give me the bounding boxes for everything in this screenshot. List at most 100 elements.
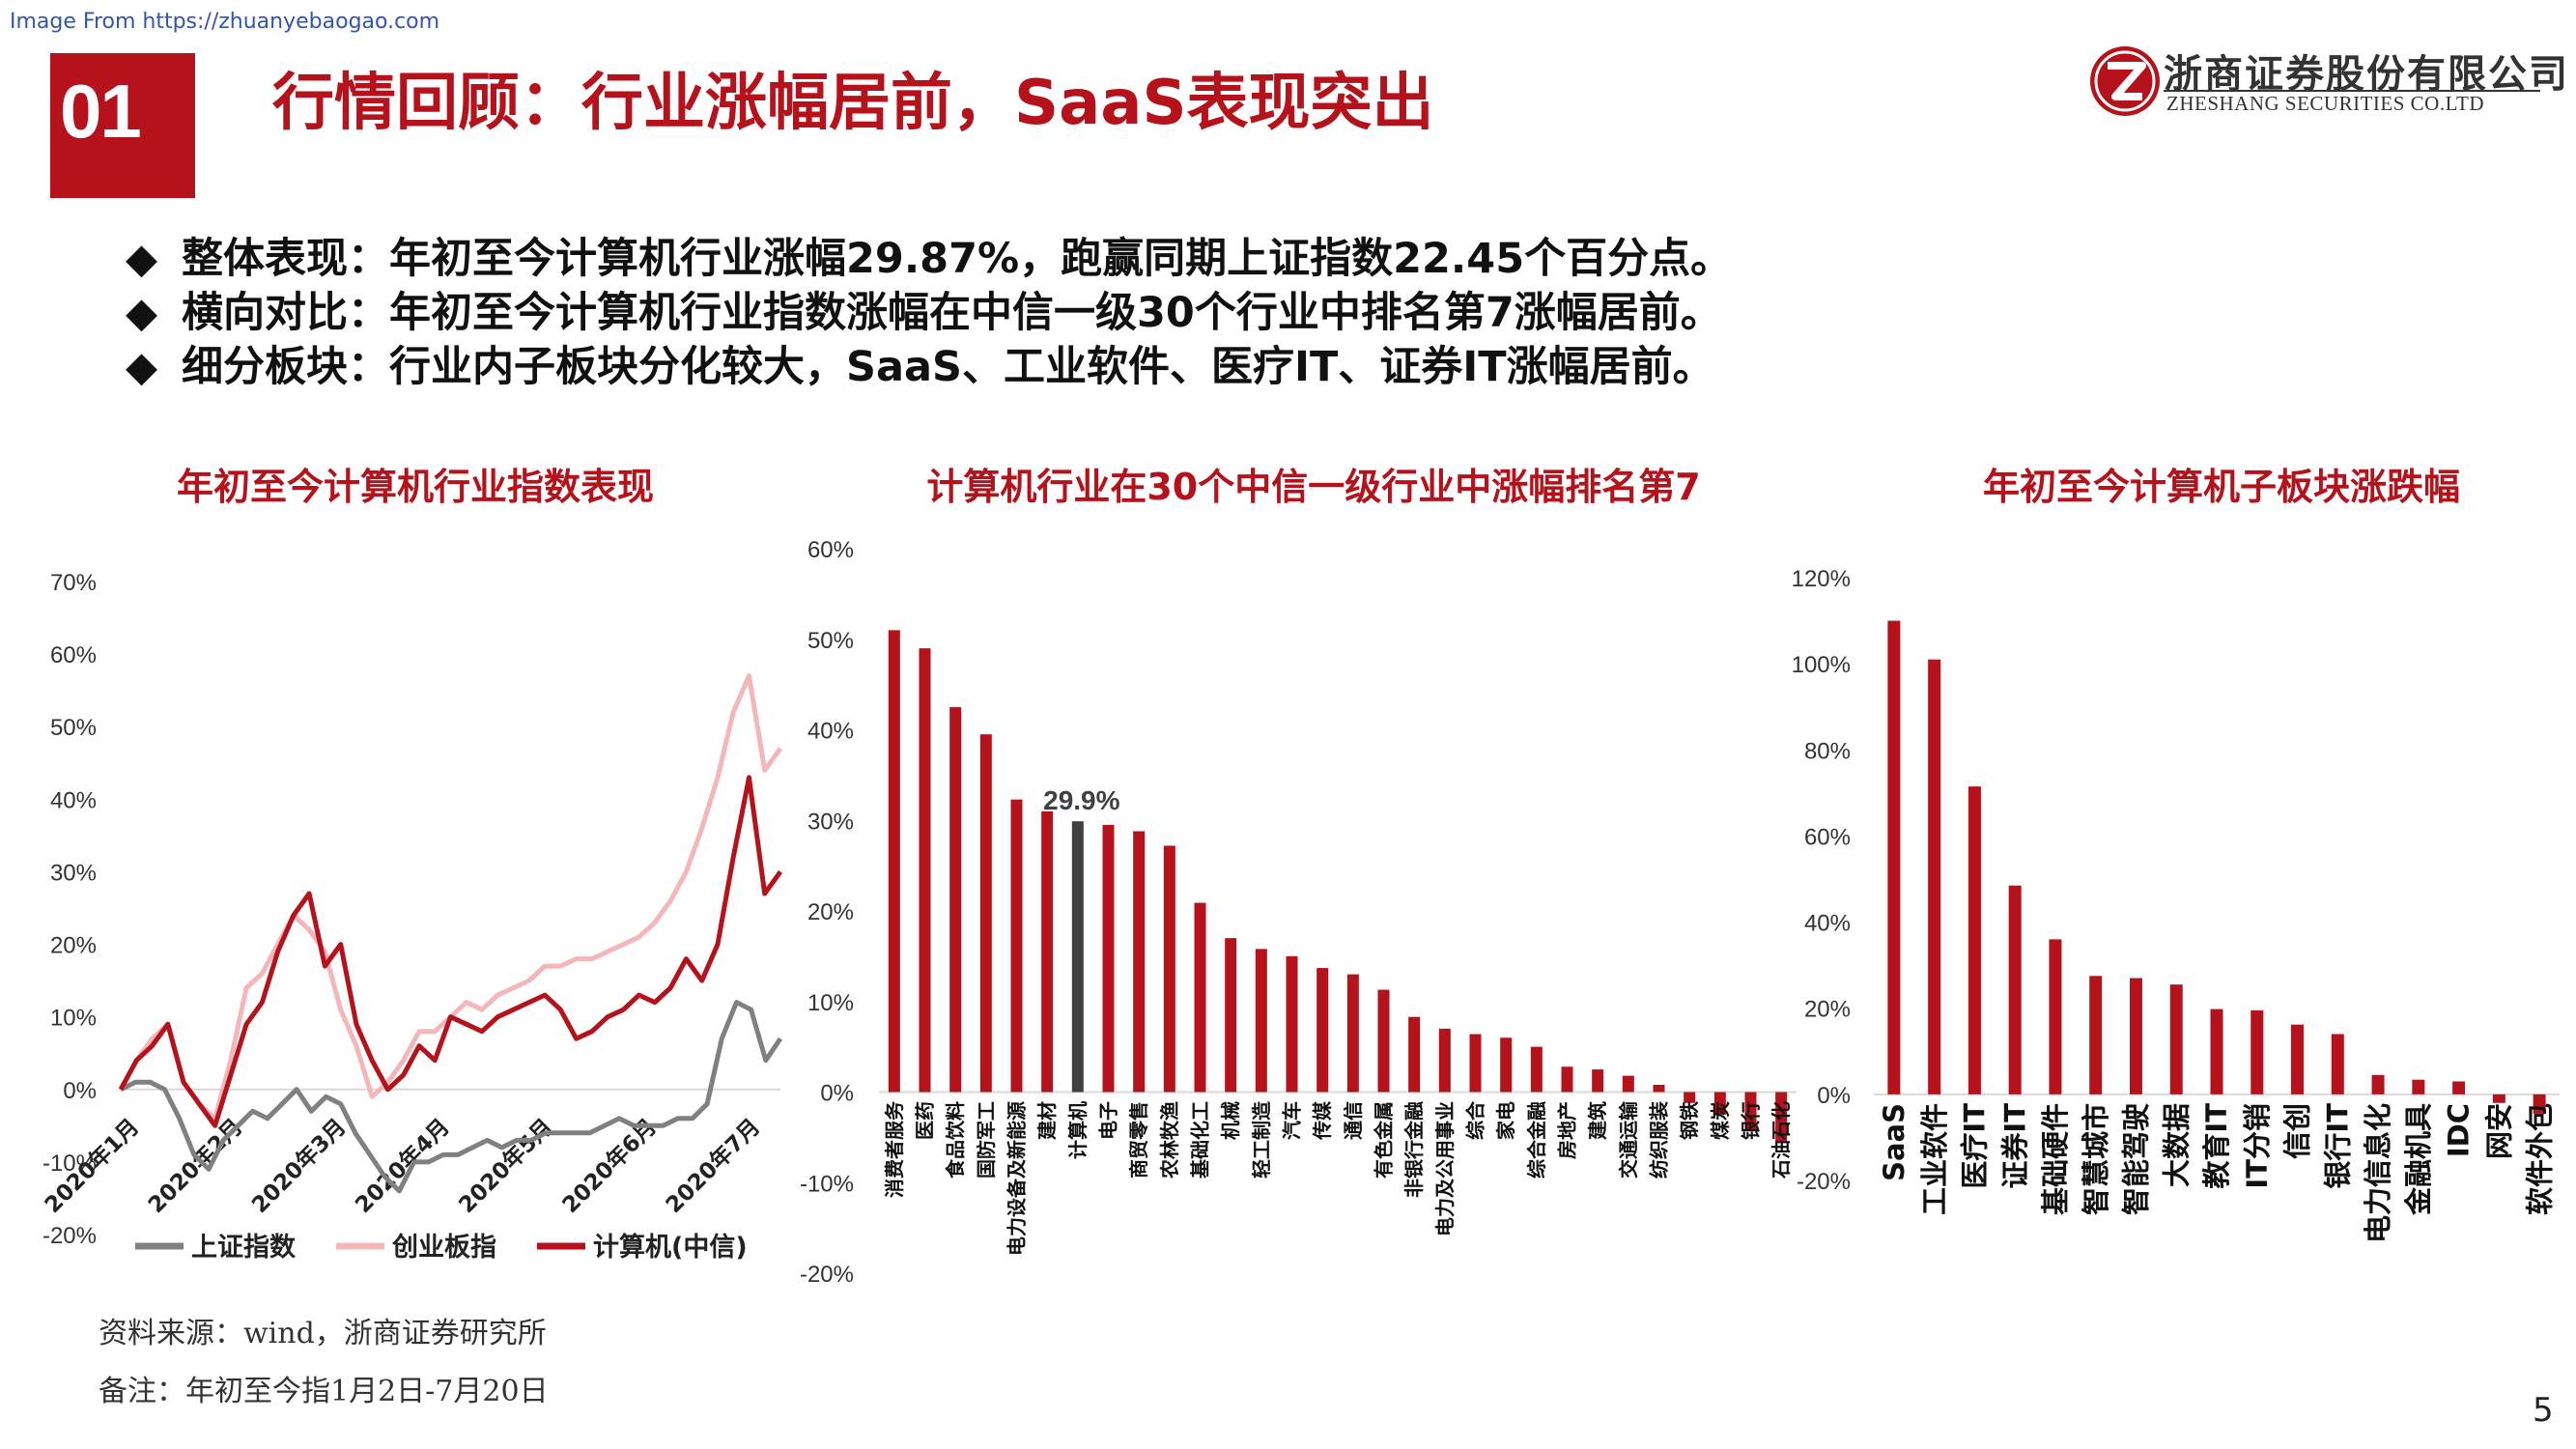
category-label: 电力设备及新能源 (1005, 1101, 1029, 1256)
y-tick-label: 40% (50, 787, 97, 813)
y-tick-label: 30% (50, 860, 97, 886)
bar-食品饮料 (949, 707, 962, 1093)
y-tick-label: 80% (1804, 738, 1851, 764)
legend-label: 计算机(中信) (593, 1232, 748, 1263)
y-tick-label: 70% (50, 570, 97, 596)
bar-电子 (1102, 824, 1115, 1093)
bar-工业软件 (1928, 659, 1941, 1094)
y-tick-label: 120% (1792, 566, 1851, 592)
bar-汽车 (1286, 955, 1298, 1093)
bar-煤炭 (1713, 1092, 1726, 1115)
series-line-2 (118, 673, 783, 1122)
y-tick-label: 60% (50, 642, 97, 668)
category-label: 银行IT (2321, 1103, 2354, 1189)
diamond-icon: ◆ (126, 235, 158, 283)
category-label: 国防军工 (975, 1101, 998, 1179)
bar-IDC (2452, 1081, 2466, 1094)
series-line-1 (119, 1000, 783, 1194)
y-tick-label: 0% (63, 1078, 97, 1104)
y-tick-label: 100% (1792, 652, 1851, 678)
category-label: 机械 (1219, 1101, 1242, 1140)
category-label: 电力信息化 (2362, 1103, 2394, 1243)
category-label: 有色金属 (1373, 1101, 1396, 1179)
bar-房地产 (1561, 1066, 1573, 1093)
category-label: 钢铁 (1678, 1101, 1701, 1140)
category-label: 消费者服务 (883, 1100, 906, 1198)
bar-计算机 (1071, 821, 1084, 1093)
bar-非银行金融 (1408, 1016, 1421, 1093)
legend-label: 上证指数 (191, 1233, 297, 1263)
bullet-text: 整体表现：年初至今计算机行业涨幅29.87%，跑赢同期上证指数22.45个百分点… (182, 235, 1733, 283)
y-tick-label: 20% (50, 933, 97, 959)
category-label: 交通运输 (1617, 1100, 1640, 1179)
y-tick-label: -20% (1797, 1169, 1851, 1195)
bullet-comparison: ◆ 横向对比：年初至今计算机行业指数涨幅在中信一级30个行业中排名第7涨幅居前。 (126, 286, 1732, 340)
category-label: 计算机 (1066, 1101, 1090, 1159)
bar-石油石化 (1775, 1092, 1788, 1143)
category-label: 软件外包 (2523, 1103, 2556, 1215)
category-label: 医药 (914, 1101, 937, 1140)
bullet-text: 细分板块：行业内子板块分化较大，SaaS、工业软件、医疗IT、证券IT涨幅居前。 (182, 343, 1714, 391)
bar-建材 (1041, 810, 1054, 1093)
source-note: 资料来源：wind，浙商证券研究所 (99, 1317, 547, 1350)
bullet-text: 横向对比：年初至今计算机行业指数涨幅在中信一级30个行业中排名第7涨幅居前。 (182, 289, 1722, 337)
source-banner[interactable]: Image From https://zhuanyebaogao.com (10, 10, 440, 34)
bar-基础硬件 (2049, 939, 2062, 1094)
y-tick-label: 0% (820, 1081, 854, 1107)
bar-医疗IT (1967, 786, 1981, 1094)
bar-综合 (1469, 1034, 1482, 1093)
diamond-icon: ◆ (126, 289, 158, 337)
bullet-segments: ◆ 细分板块：行业内子板块分化较大，SaaS、工业软件、医疗IT、证券IT涨幅居前… (126, 340, 1732, 394)
category-label: 信创 (2281, 1103, 2314, 1159)
bar-教育IT (2210, 1009, 2223, 1094)
bar-电力信息化 (2371, 1074, 2385, 1094)
remark-note: 备注：年初至今指1月2日-7月20日 (99, 1375, 549, 1408)
y-tick-label: 40% (1804, 911, 1851, 937)
category-label: 综合 (1464, 1100, 1487, 1140)
bar-纺织服装 (1653, 1085, 1665, 1093)
bar-机械 (1225, 938, 1237, 1093)
bullet-overall: ◆ 整体表现：年初至今计算机行业涨幅29.87%，跑赢同期上证指数22.45个百分… (126, 232, 1732, 286)
company-name-en: ZHESHANG SECURITIES CO.LTD (2166, 92, 2484, 115)
category-label: 银行 (1740, 1101, 1763, 1140)
bar-农林牧渔 (1163, 845, 1175, 1093)
category-label: 智能驾驶 (2120, 1103, 2153, 1215)
section-badge (50, 53, 195, 198)
page-number: 5 (2533, 1391, 2554, 1430)
y-tick-label: -10% (42, 1151, 97, 1177)
category-label: 传媒 (1311, 1100, 1334, 1141)
bar-银行 (1744, 1092, 1757, 1130)
bar-有色金属 (1377, 989, 1390, 1093)
bar-annotation: 29.9% (1043, 785, 1119, 815)
category-label: 大数据 (2160, 1103, 2193, 1187)
category-label: 纺织服装 (1648, 1101, 1671, 1179)
bar-交通运输 (1622, 1075, 1634, 1093)
bar-银行IT (2331, 1034, 2344, 1094)
y-tick-label: 10% (50, 1006, 97, 1032)
x-tick-label: 2020年5月 (454, 1114, 558, 1218)
bar-综合金融 (1530, 1046, 1543, 1093)
diamond-icon: ◆ (126, 343, 158, 391)
category-label: 网安 (2483, 1103, 2516, 1159)
category-label: 家电 (1494, 1101, 1517, 1140)
category-label: 医疗IT (1959, 1103, 1992, 1189)
y-tick-label: 20% (807, 899, 854, 925)
bar-家电 (1500, 1037, 1513, 1093)
series-line-3 (118, 775, 783, 1128)
y-tick-label: 30% (807, 809, 854, 835)
bar-国防军工 (979, 734, 992, 1093)
bar-轻工制造 (1255, 949, 1267, 1093)
bar-钢铁 (1684, 1092, 1696, 1103)
bar-医药 (919, 648, 931, 1093)
category-label: 教育IT (2200, 1103, 2233, 1189)
category-label: 电力及公用事业 (1433, 1101, 1457, 1236)
category-label: 证券IT (1998, 1103, 2031, 1189)
x-tick-label: 2020年4月 (351, 1114, 455, 1218)
bar-电力设备及新能源 (1010, 799, 1023, 1093)
category-label: 金融机具 (2402, 1103, 2435, 1216)
y-tick-label: 0% (1817, 1083, 1851, 1109)
category-label: 建材 (1035, 1101, 1059, 1140)
bar-通信 (1346, 974, 1359, 1093)
y-tick-label: 50% (50, 715, 97, 741)
bar-电力及公用事业 (1438, 1028, 1451, 1093)
